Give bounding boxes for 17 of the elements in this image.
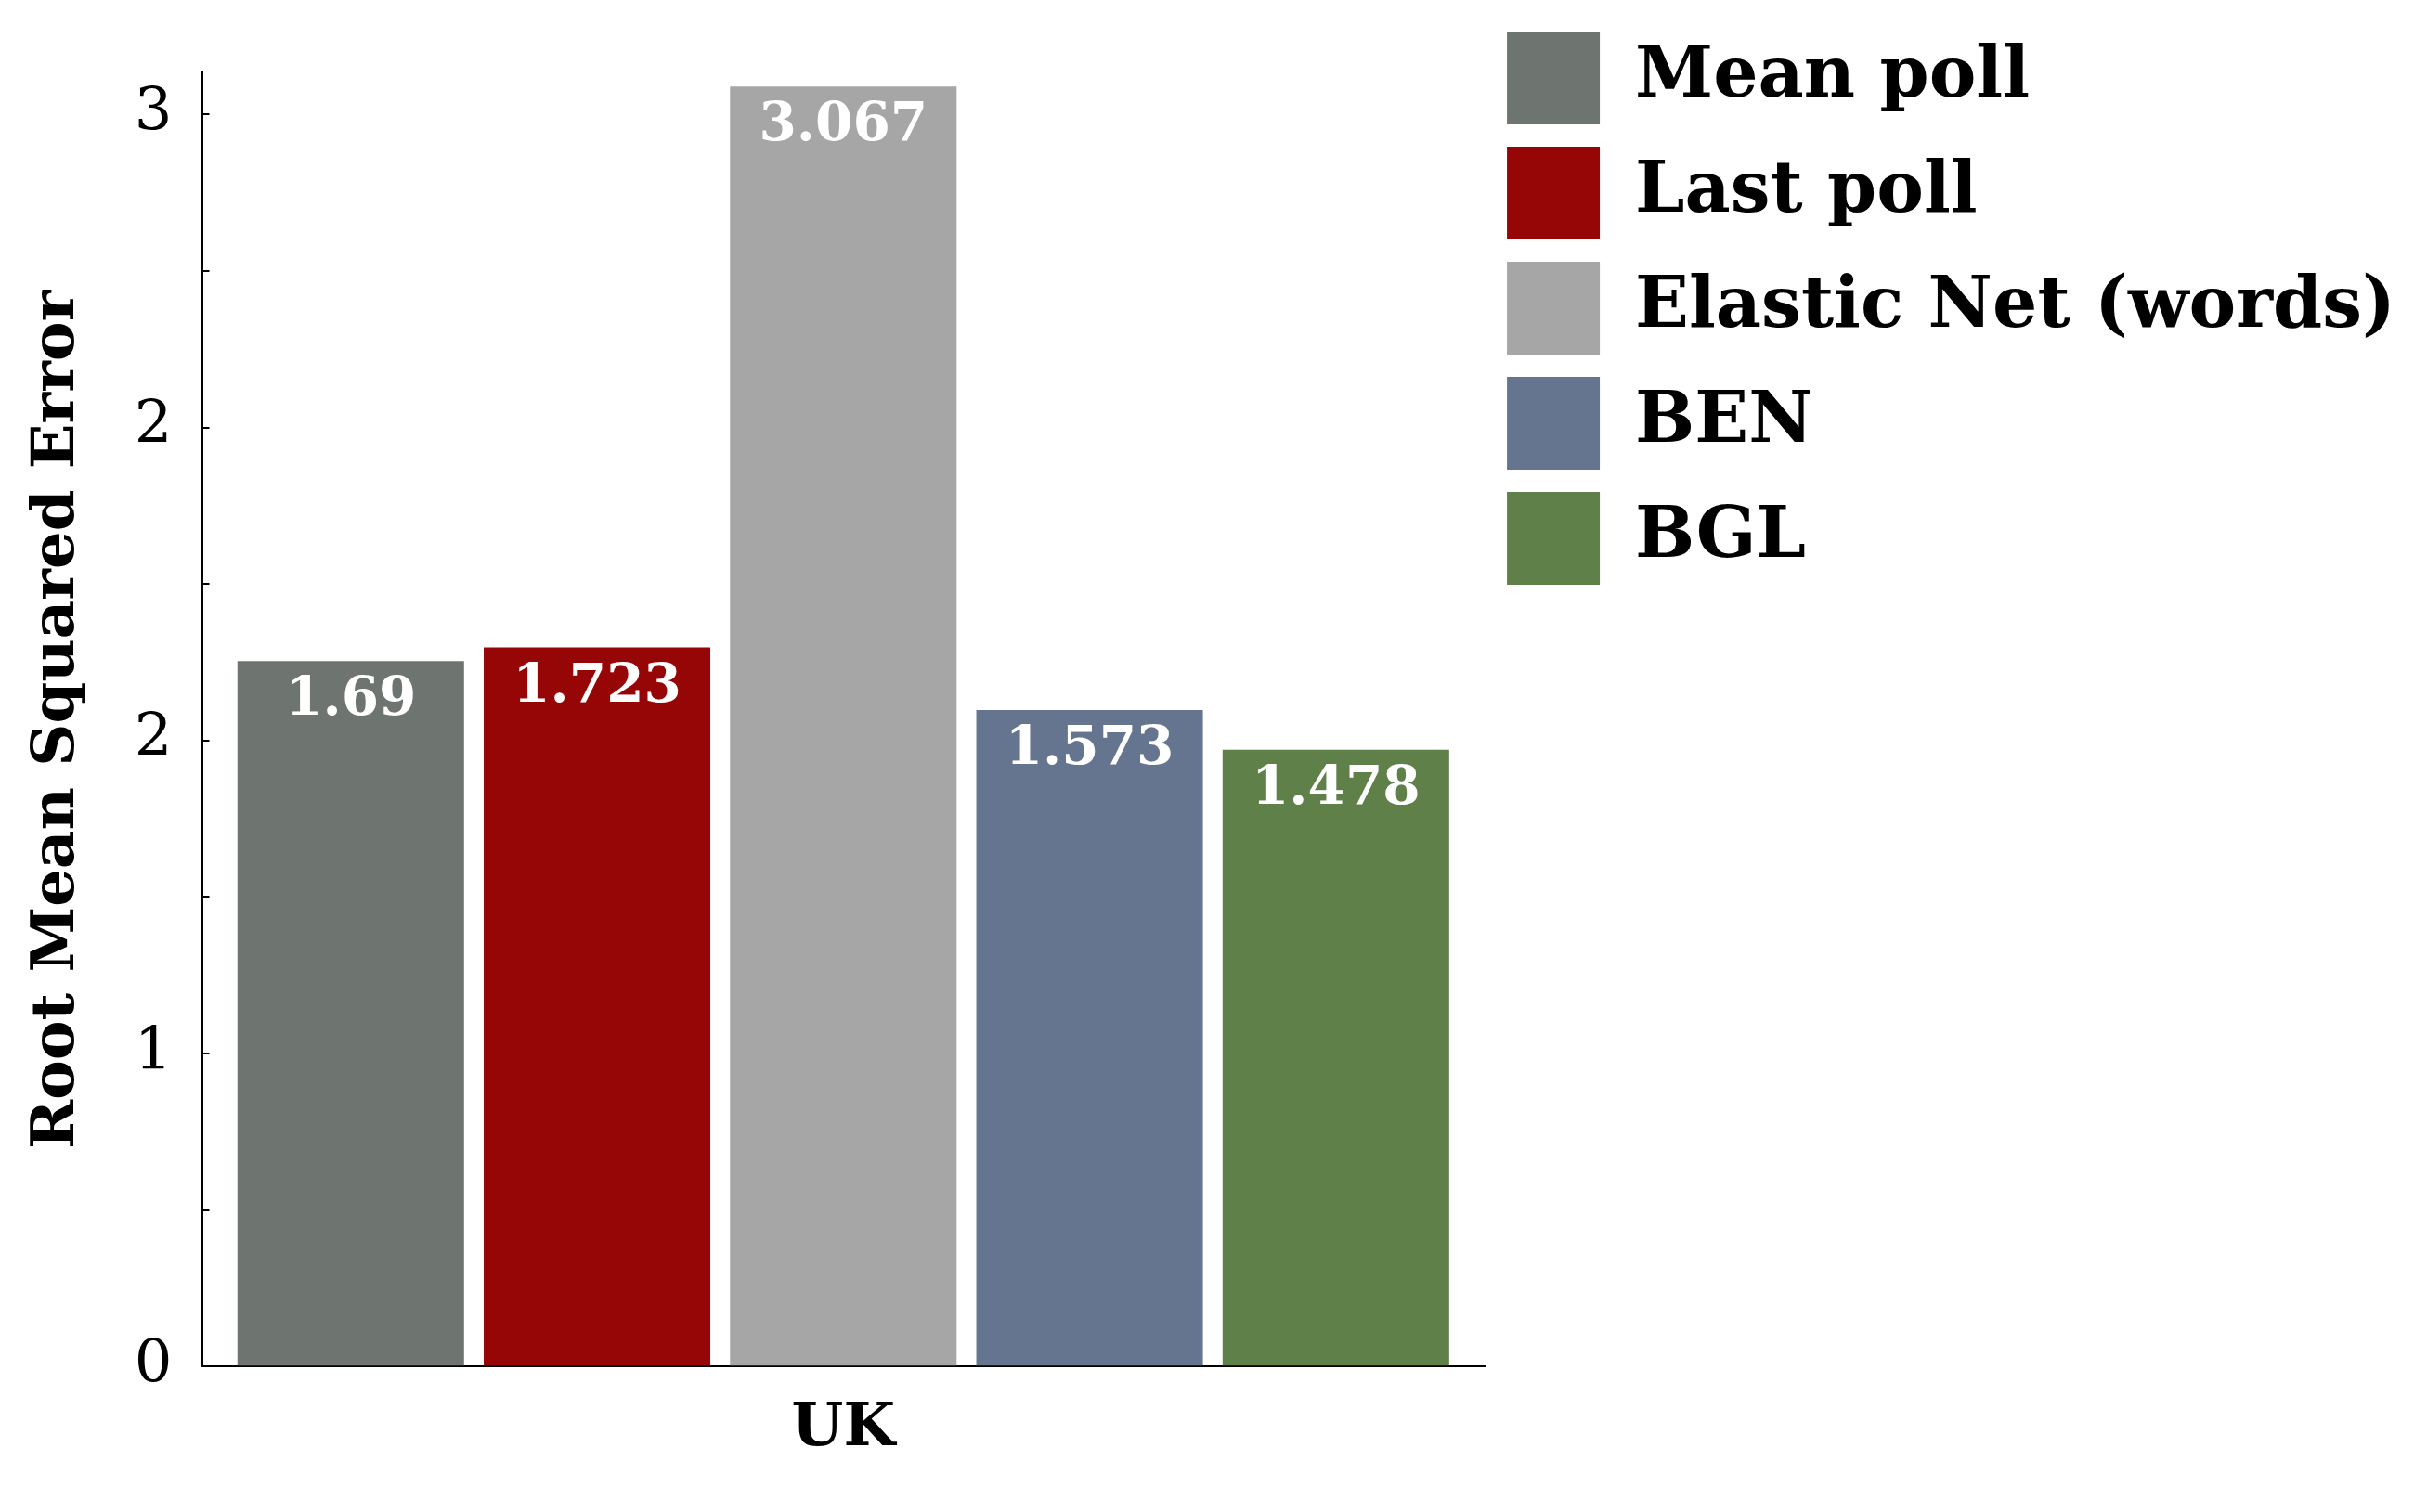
data-label: 1.478 [1252,753,1421,817]
data-label: 3.067 [759,90,928,154]
y-tick-label: 3 [134,74,173,144]
legend-label: Last poll [1635,145,1978,228]
legend-label: Elastic Net (words) [1635,260,2396,343]
x-tick-label: UK [791,1389,898,1460]
data-label: 1.573 [1005,714,1175,778]
y-tick-label: 1 [134,1014,173,1083]
legend-label: BGL [1635,490,1807,574]
y-tick-label: 0 [134,1326,173,1396]
legend-label: Mean poll [1635,30,2031,113]
data-label: 1.69 [285,665,417,729]
y-tick-label: 2 [134,701,173,770]
y-axis-title: Root Mean Squared Error [18,289,88,1149]
data-label: 1.723 [513,651,681,715]
y-tick-label: 2 [134,388,173,458]
legend-label: BEN [1635,375,1813,459]
